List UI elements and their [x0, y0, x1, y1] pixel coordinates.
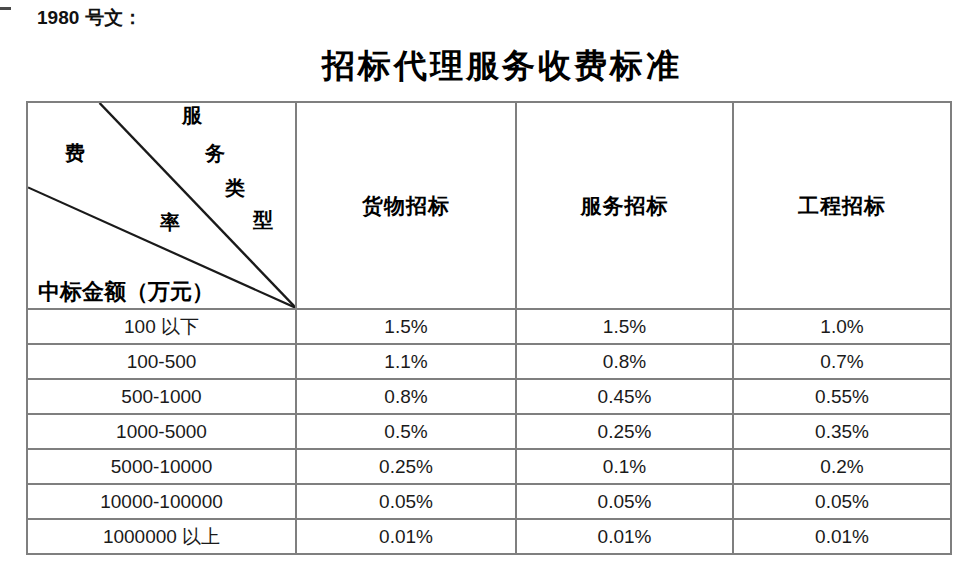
document-page: { "header": { "doc_number": "1980", "doc… [0, 0, 976, 581]
fee-value-cell: 0.8% [516, 344, 733, 379]
fee-value-cell: 0.01% [516, 519, 733, 554]
corner-char-service: 型 [253, 209, 273, 231]
fee-value-cell: 0.8% [296, 379, 516, 414]
column-header-engineering: 工程招标 [733, 102, 951, 309]
fee-value-cell: 0.01% [733, 519, 951, 554]
fee-value-cell: 1.1% [296, 344, 516, 379]
corner-char-service: 类 [225, 177, 245, 199]
fee-value-cell: 0.7% [733, 344, 951, 379]
row-label: 10000-100000 [27, 484, 296, 519]
corner-char-fee: 费 [65, 142, 85, 164]
fee-value-cell: 0.35% [733, 414, 951, 449]
table-row: 100 以下 1.5% 1.5% 1.0% [27, 309, 951, 344]
table-corner-cell: 费 率 服 务 类 型 中标金额（万元） [27, 102, 296, 309]
corner-char-service: 服 [182, 104, 202, 126]
doc-number: 1980 [37, 7, 79, 28]
fee-value-cell: 0.05% [516, 484, 733, 519]
column-header-goods: 货物招标 [296, 102, 516, 309]
row-label: 1000000 以上 [27, 519, 296, 554]
fee-value-cell: 0.2% [733, 449, 951, 484]
fee-value-cell: 0.55% [733, 379, 951, 414]
scan-artifact [0, 7, 11, 10]
fee-value-cell: 1.0% [733, 309, 951, 344]
fee-value-cell: 0.1% [516, 449, 733, 484]
page-title: 招标代理服务收费标准 [40, 44, 964, 89]
fee-value-cell: 0.05% [733, 484, 951, 519]
fee-value-cell: 1.5% [516, 309, 733, 344]
fee-value-cell: 1.5% [296, 309, 516, 344]
corner-amount-label: 中标金额（万元） [38, 277, 214, 307]
table-row: 10000-100000 0.05% 0.05% 0.05% [27, 484, 951, 519]
table-row: 100-500 1.1% 0.8% 0.7% [27, 344, 951, 379]
row-label: 100 以下 [27, 309, 296, 344]
row-label: 1000-5000 [27, 414, 296, 449]
fee-value-cell: 0.25% [296, 449, 516, 484]
fee-value-cell: 0.5% [296, 414, 516, 449]
table-row: 5000-10000 0.25% 0.1% 0.2% [27, 449, 951, 484]
row-label: 100-500 [27, 344, 296, 379]
table-row: 500-1000 0.8% 0.45% 0.55% [27, 379, 951, 414]
column-header-service: 服务招标 [516, 102, 733, 309]
fee-value-cell: 0.45% [516, 379, 733, 414]
corner-char-rate: 率 [160, 211, 180, 233]
table-header-row: 费 率 服 务 类 型 中标金额（万元） 货物招标 服务招标 工程招标 [27, 102, 951, 309]
corner-char-service: 务 [205, 142, 225, 164]
table-row: 1000-5000 0.5% 0.25% 0.35% [27, 414, 951, 449]
row-label: 500-1000 [27, 379, 296, 414]
fee-value-cell: 0.05% [296, 484, 516, 519]
fee-value-cell: 0.01% [296, 519, 516, 554]
doc-label: 号文： [85, 7, 142, 28]
doc-reference: 1980 号文： [37, 5, 142, 31]
row-label: 5000-10000 [27, 449, 296, 484]
table-row: 1000000 以上 0.01% 0.01% 0.01% [27, 519, 951, 554]
fee-standard-table: 费 率 服 务 类 型 中标金额（万元） 货物招标 服务招标 工程招标 100 … [26, 101, 952, 555]
fee-value-cell: 0.25% [516, 414, 733, 449]
